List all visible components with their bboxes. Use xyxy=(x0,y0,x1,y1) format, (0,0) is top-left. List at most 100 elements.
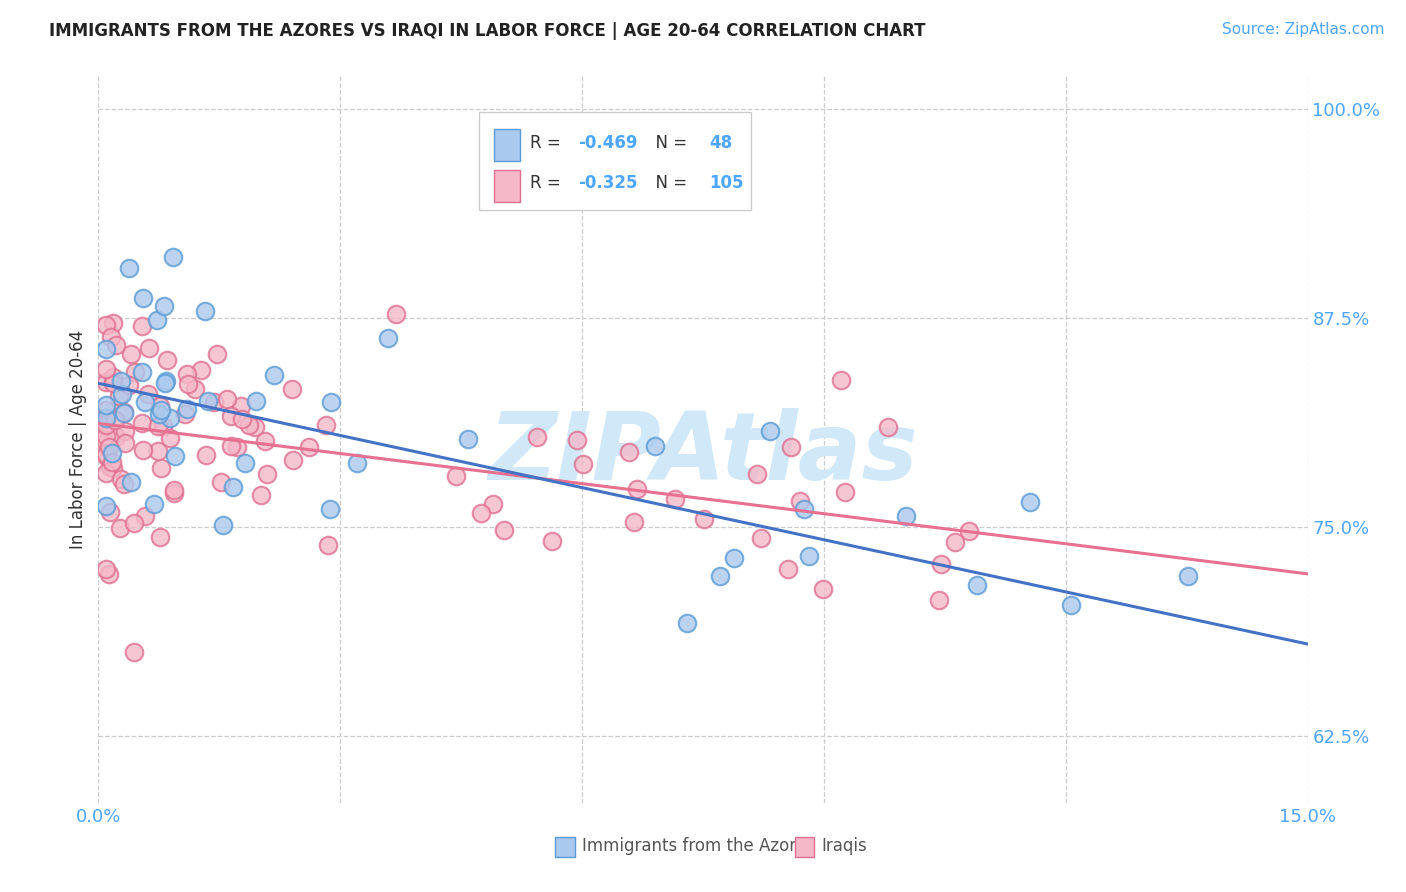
Point xyxy=(894,508,917,523)
Point xyxy=(799,549,821,563)
Point xyxy=(108,389,131,403)
Point xyxy=(155,376,177,390)
Point xyxy=(572,457,595,471)
Point xyxy=(751,531,773,545)
Point xyxy=(319,502,342,516)
Point xyxy=(194,304,217,318)
Point xyxy=(103,412,125,426)
Point xyxy=(623,515,645,529)
Point xyxy=(124,365,146,379)
Point xyxy=(675,616,697,631)
Point xyxy=(957,524,980,538)
Point xyxy=(103,370,125,384)
Point xyxy=(215,392,238,406)
Point xyxy=(162,250,184,264)
Point xyxy=(134,508,156,523)
Text: 105: 105 xyxy=(709,175,744,193)
Point xyxy=(315,418,337,433)
Point xyxy=(176,401,198,416)
Point xyxy=(789,493,811,508)
Point xyxy=(693,512,716,526)
Point xyxy=(221,440,243,454)
Point xyxy=(134,394,156,409)
Bar xyxy=(494,169,520,202)
Point xyxy=(145,313,167,327)
Point xyxy=(131,365,153,379)
Point xyxy=(811,582,834,597)
Point xyxy=(96,417,118,431)
Point xyxy=(96,375,118,389)
Point xyxy=(190,362,212,376)
Point xyxy=(928,593,950,607)
Point xyxy=(211,517,233,532)
Point xyxy=(163,486,186,500)
Point xyxy=(281,382,304,396)
Point xyxy=(149,400,172,414)
Point xyxy=(233,456,256,470)
Bar xyxy=(555,837,575,857)
Point xyxy=(111,387,134,401)
Point xyxy=(298,440,321,454)
Point xyxy=(96,418,118,433)
Point xyxy=(112,404,135,418)
Point xyxy=(470,506,492,520)
Point xyxy=(104,338,127,352)
Point xyxy=(444,469,467,483)
Text: Source: ZipAtlas.com: Source: ZipAtlas.com xyxy=(1222,22,1385,37)
Point xyxy=(152,419,174,434)
Point xyxy=(114,424,136,438)
Text: Iraqis: Iraqis xyxy=(821,838,868,855)
Point xyxy=(482,497,505,511)
Point xyxy=(100,330,122,344)
Point xyxy=(457,432,479,446)
Point xyxy=(98,460,121,475)
Point xyxy=(709,569,731,583)
Point xyxy=(136,387,159,401)
Text: IMMIGRANTS FROM THE AZORES VS IRAQI IN LABOR FORCE | AGE 20-64 CORRELATION CHART: IMMIGRANTS FROM THE AZORES VS IRAQI IN L… xyxy=(49,22,925,40)
Point xyxy=(238,417,260,432)
Point xyxy=(148,408,170,422)
Y-axis label: In Labor Force | Age 20-64: In Labor Force | Age 20-64 xyxy=(69,330,87,549)
Point xyxy=(103,316,125,330)
Point xyxy=(149,530,172,544)
Point xyxy=(96,447,118,461)
Point xyxy=(131,416,153,430)
Point xyxy=(159,410,181,425)
Text: Immigrants from the Azores: Immigrants from the Azores xyxy=(582,838,815,855)
Point xyxy=(97,440,120,454)
Point xyxy=(231,411,253,425)
Point xyxy=(943,534,966,549)
Point xyxy=(138,341,160,355)
Point xyxy=(120,475,142,489)
Text: -0.325: -0.325 xyxy=(578,175,638,193)
Point xyxy=(150,461,173,475)
Point xyxy=(197,393,219,408)
Point xyxy=(316,538,339,552)
Point xyxy=(176,367,198,381)
Point xyxy=(745,467,768,482)
Point xyxy=(830,373,852,387)
Point xyxy=(118,261,141,276)
Point xyxy=(103,376,125,390)
Point xyxy=(177,376,200,391)
Point xyxy=(96,435,118,450)
Point xyxy=(877,420,900,434)
Point xyxy=(492,523,515,537)
Bar xyxy=(494,128,520,161)
Point xyxy=(114,436,136,450)
Point xyxy=(207,346,229,360)
Point xyxy=(96,428,118,442)
Point xyxy=(131,319,153,334)
Point xyxy=(283,453,305,467)
Point xyxy=(931,557,953,571)
Point xyxy=(183,382,205,396)
Point xyxy=(385,307,408,321)
Point xyxy=(619,444,641,458)
Point xyxy=(108,521,131,535)
Point xyxy=(122,645,145,659)
Point xyxy=(146,418,169,433)
Point xyxy=(110,374,132,388)
Point xyxy=(101,446,124,460)
Point xyxy=(263,368,285,382)
Text: N =: N = xyxy=(645,134,692,152)
